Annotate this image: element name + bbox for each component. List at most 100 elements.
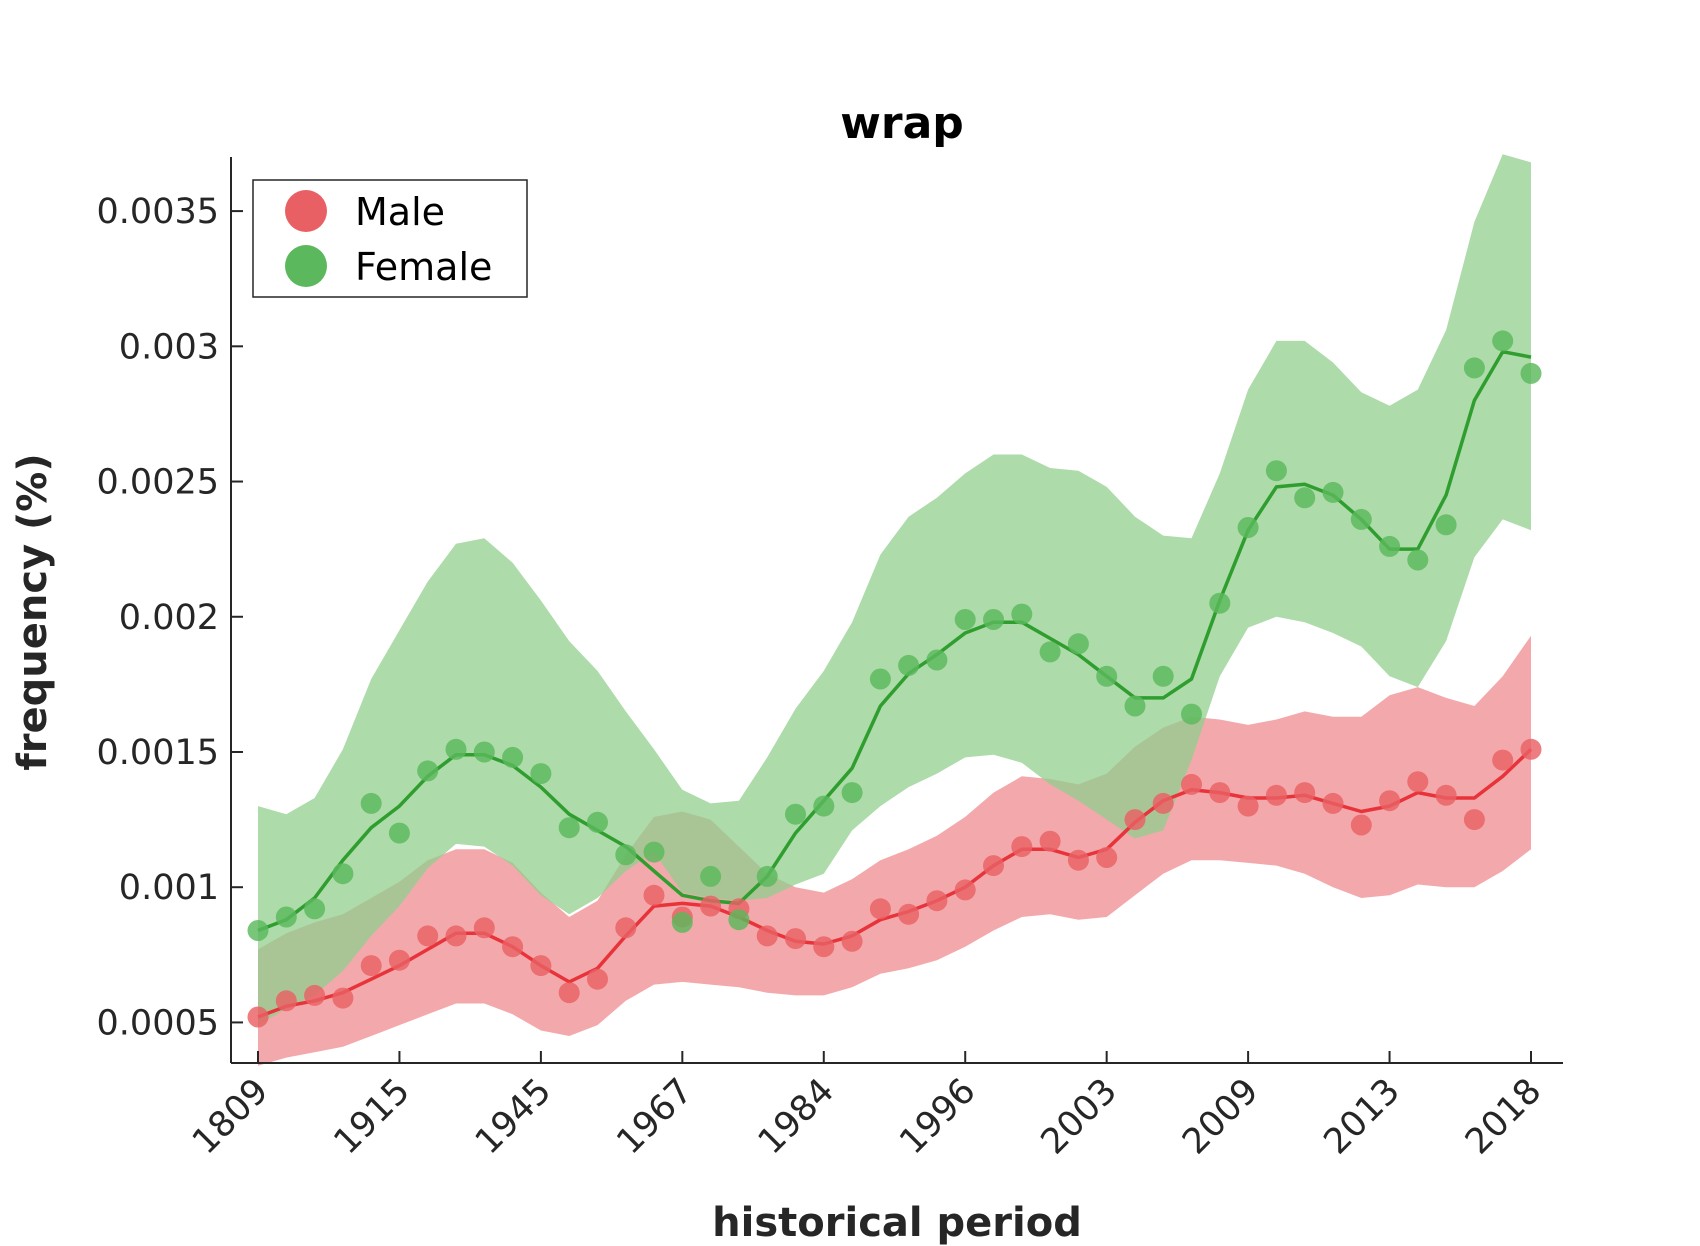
male-data-point [446,925,467,946]
female-data-point [1040,641,1061,662]
male-data-point [332,988,353,1009]
male-data-point [389,950,410,971]
male-data-point [785,928,806,949]
male-data-point [1096,847,1117,868]
y-tick-label: 0.002 [119,598,219,638]
female-data-point [1436,514,1457,535]
x-tick-label: 1945 [468,1071,559,1162]
female-data-point [446,739,467,760]
male-data-point [955,879,976,900]
y-tick-label: 0.001 [119,868,219,908]
male-data-point [926,890,947,911]
male-data-point [1464,809,1485,830]
female-data-point [926,650,947,671]
y-tick-label: 0.003 [119,327,219,367]
x-tick-label: 2009 [1175,1071,1266,1162]
female-data-point [1096,666,1117,687]
female-data-point [1266,460,1287,481]
chart-title: wrap [840,98,964,149]
male-data-point [1266,785,1287,806]
female-data-point [1379,536,1400,557]
legend: Male Female [253,180,527,297]
male-data-point [474,917,495,938]
male-data-point [644,885,665,906]
male-data-point [1323,793,1344,814]
female-data-point [870,669,891,690]
female-data-point [1294,487,1315,508]
female-data-point [644,842,665,863]
female-data-point [813,796,834,817]
female-data-point [1125,696,1146,717]
female-data-point [757,866,778,887]
female-data-point [1153,666,1174,687]
female-data-point [559,817,580,838]
female-data-point [332,863,353,884]
male-data-point [1379,790,1400,811]
male-data-point [248,1007,269,1028]
y-axis-label: frequency (%) [10,453,56,770]
male-data-point [1181,774,1202,795]
y-axis-ticks: 0.0005 0.001 0.0015 0.002 0.0025 0.003 0.0035 [97,192,243,1043]
male-data-point [1492,750,1513,771]
x-tick-label: 1996 [892,1071,983,1162]
male-data-point [1294,782,1315,803]
female-data-point [1238,517,1259,538]
male-data-point [1436,785,1457,806]
female-data-point [728,909,749,930]
y-tick-label: 0.0005 [97,1003,219,1043]
male-data-point [417,925,438,946]
male-data-point [1125,809,1146,830]
female-data-point [1068,633,1089,654]
male-data-point [1407,771,1428,792]
female-data-point [1323,482,1344,503]
x-axis-label: historical period [712,1200,1082,1246]
female-data-point [1521,363,1542,384]
y-tick-label: 0.0025 [97,463,219,503]
male-data-point [983,855,1004,876]
male-data-point [1068,850,1089,871]
y-tick-label: 0.0035 [97,192,219,232]
x-tick-label: 1967 [609,1071,700,1162]
male-data-point [1011,836,1032,857]
female-data-point [1492,330,1513,351]
female-data-point [672,912,693,933]
female-data-point [955,609,976,630]
female-data-point [785,804,806,825]
male-data-point [870,898,891,919]
male-data-point [276,990,297,1011]
male-data-point [842,931,863,952]
female-data-point [276,907,297,928]
female-data-point [983,609,1004,630]
female-data-point [248,920,269,941]
male-data-point [1209,782,1230,803]
male-data-point [615,917,636,938]
legend-male-marker [285,190,327,232]
x-tick-label: 1915 [327,1071,418,1162]
female-data-point [1407,550,1428,571]
female-data-point [1181,704,1202,725]
male-data-point [559,982,580,1003]
female-data-point [587,812,608,833]
female-data-point [417,760,438,781]
female-data-point [502,747,523,768]
female-data-point [1464,357,1485,378]
male-data-point [361,955,382,976]
x-tick-label: 1809 [185,1071,276,1162]
female-data-point [842,782,863,803]
female-data-point [1011,604,1032,625]
male-data-point [587,969,608,990]
y-tick-label: 0.0015 [97,733,219,773]
male-data-point [530,955,551,976]
male-data-point [700,896,721,917]
x-tick-label: 2018 [1458,1071,1549,1162]
female-data-point [530,763,551,784]
legend-female-label: Female [355,245,492,289]
male-data-point [1238,796,1259,817]
male-data-point [757,925,778,946]
female-data-point [700,866,721,887]
female-data-point [615,844,636,865]
male-data-point [1521,739,1542,760]
legend-female-marker [285,245,327,287]
male-data-point [898,904,919,925]
